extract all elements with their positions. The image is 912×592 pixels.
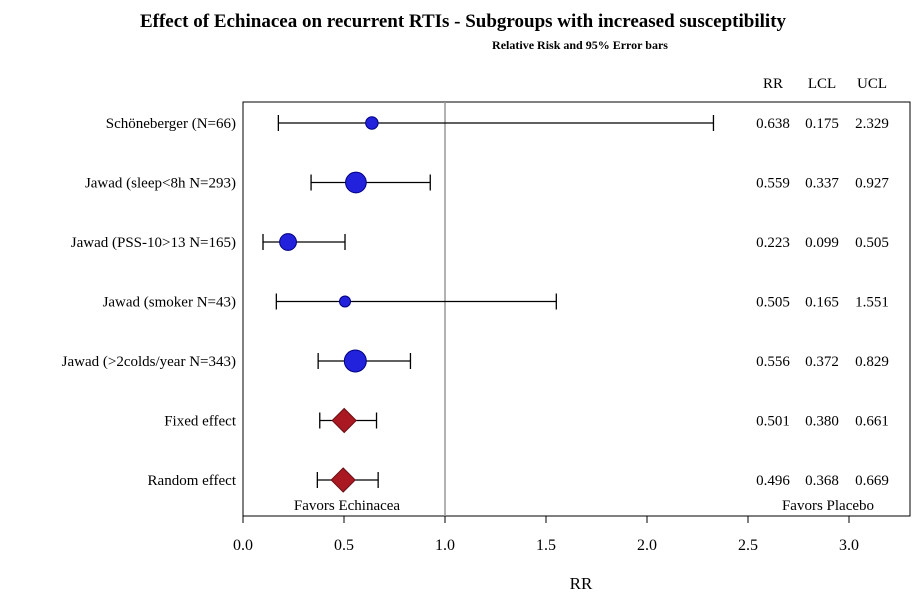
rr-value: 0.556 xyxy=(756,354,790,370)
value-table: 0.638 0.175 2.329 0.559 0.337 0.927 0.223 0.099… xyxy=(756,116,889,489)
row-label: Jawad (PSS-10>13 N=165) xyxy=(71,235,236,251)
point-estimates xyxy=(279,116,379,493)
row-label: Jawad (>2colds/year N=343) xyxy=(62,354,236,370)
ucl-value: 0.927 xyxy=(855,176,889,192)
x-tick-label: 0.5 xyxy=(334,537,354,554)
x-tick-label: 2.5 xyxy=(738,537,758,554)
point-estimate xyxy=(345,171,367,194)
confidence-intervals xyxy=(262,115,715,488)
summary-diamond xyxy=(330,467,356,493)
lcl-value: 0.380 xyxy=(805,414,839,430)
x-axis-label: RR xyxy=(570,574,593,592)
ucl-value: 0.505 xyxy=(855,235,889,251)
col-header-ucl: UCL xyxy=(857,76,887,92)
rr-value: 0.501 xyxy=(756,414,790,430)
favors-echinacea-label: Favors Echinacea xyxy=(294,498,401,514)
rr-value: 0.638 xyxy=(756,116,790,132)
lcl-value: 0.372 xyxy=(805,354,839,370)
chart-subtitle: Relative Risk and 95% Error bars xyxy=(492,38,668,52)
row-label: Jawad (sleep<8h N=293) xyxy=(85,176,236,192)
lcl-value: 0.337 xyxy=(805,176,839,192)
x-tick-label: 1.0 xyxy=(435,537,455,554)
point-estimate xyxy=(365,116,379,130)
rr-value: 0.505 xyxy=(756,295,790,311)
x-tick-label: 1.5 xyxy=(536,537,556,554)
summary-diamond xyxy=(331,407,357,434)
row-label: Random effect xyxy=(148,473,237,489)
row-label: Jawad (smoker N=43) xyxy=(103,295,236,311)
rr-value: 0.496 xyxy=(756,473,790,489)
rr-value: 0.559 xyxy=(756,176,790,192)
ucl-value: 2.329 xyxy=(855,116,889,132)
column-headers: RR LCL UCL xyxy=(763,76,887,92)
point-estimate xyxy=(279,233,297,251)
ucl-value: 0.829 xyxy=(855,354,889,370)
lcl-value: 0.099 xyxy=(805,235,839,251)
x-tick-label: 3.0 xyxy=(839,537,859,554)
col-header-rr: RR xyxy=(763,76,783,92)
ucl-value: 0.669 xyxy=(855,473,889,489)
point-estimate xyxy=(339,295,352,308)
x-tick-label: 2.0 xyxy=(637,537,657,554)
lcl-value: 0.165 xyxy=(805,295,839,311)
rr-value: 0.223 xyxy=(756,235,790,251)
x-axis: 0.0 0.5 1.0 1.5 2.0 2.5 3.0 xyxy=(233,516,859,554)
ucl-value: 1.551 xyxy=(855,295,889,311)
row-labels: Schöneberger (N=66) Jawad (sleep<8h N=293… xyxy=(62,116,237,489)
plot-frame xyxy=(242,101,911,517)
row-label: Schöneberger (N=66) xyxy=(106,116,236,132)
point-estimate xyxy=(343,349,367,373)
col-header-lcl: LCL xyxy=(808,76,836,92)
lcl-value: 0.368 xyxy=(805,473,839,489)
row-label: Fixed effect xyxy=(164,414,237,430)
lcl-value: 0.175 xyxy=(805,116,839,132)
chart-title: Effect of Echinacea on recurrent RTIs - … xyxy=(140,11,787,32)
favors-placebo-label: Favors Placebo xyxy=(782,498,874,514)
x-tick-label: 0.0 xyxy=(233,537,253,554)
ucl-value: 0.661 xyxy=(855,414,889,430)
